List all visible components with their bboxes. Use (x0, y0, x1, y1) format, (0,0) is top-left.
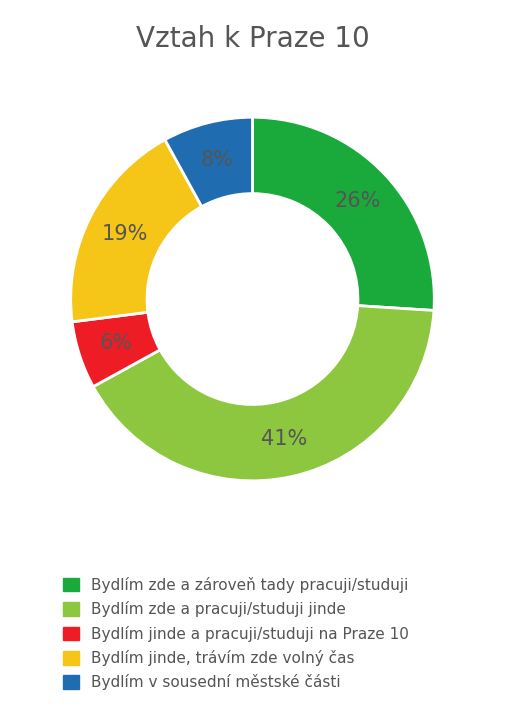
Text: 41%: 41% (261, 429, 307, 449)
Title: Vztah k Praze 10: Vztah k Praze 10 (136, 25, 369, 53)
Text: 19%: 19% (102, 224, 148, 244)
Wedge shape (252, 117, 434, 310)
Wedge shape (71, 140, 201, 322)
Text: 8%: 8% (200, 150, 233, 170)
Text: 6%: 6% (99, 333, 132, 353)
Wedge shape (72, 313, 160, 387)
Wedge shape (93, 305, 434, 481)
Wedge shape (165, 117, 252, 206)
Legend: Bydlím zde a zároveň tady pracuji/studuji, Bydlím zde a pracuji/studuji jinde, B: Bydlím zde a zároveň tady pracuji/studuj… (56, 569, 416, 698)
Text: 26%: 26% (334, 191, 380, 211)
